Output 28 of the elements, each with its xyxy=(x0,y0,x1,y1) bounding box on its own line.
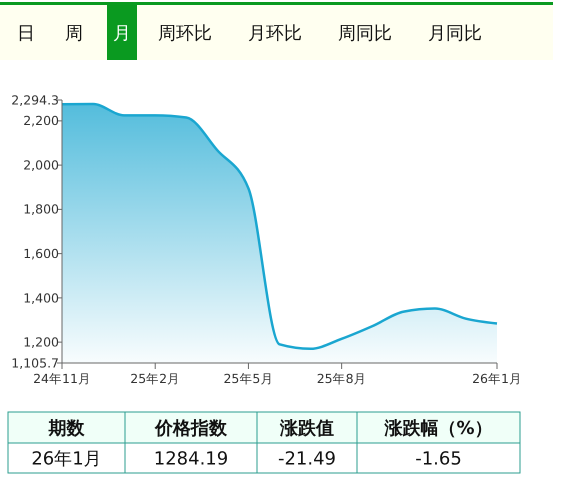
text: -21.49 xyxy=(278,448,336,470)
text: 月 xyxy=(113,23,131,44)
text: -1.65 xyxy=(415,448,462,470)
y-tick-label: 2,294.3 xyxy=(11,92,59,108)
y-tick-label: 2,000 xyxy=(23,157,60,172)
text: 期数 xyxy=(48,418,86,439)
y-tick-label: 2,200 xyxy=(23,113,60,128)
text: 涨跌值 xyxy=(279,418,334,439)
text: 1284.19 xyxy=(154,448,228,470)
text: 周同比 xyxy=(338,23,392,44)
x-tick-label: 25年8月 xyxy=(316,371,367,386)
text: 涨跌幅（%） xyxy=(383,418,493,439)
x-tick-label: 25年2月 xyxy=(130,371,180,386)
x-tick-label: 25年5月 xyxy=(224,371,274,386)
y-tick-label: 1,600 xyxy=(23,246,60,261)
y-tick-label: 1,200 xyxy=(23,334,60,350)
y-tick-label: 1,105.7 xyxy=(11,355,59,370)
text: 日 xyxy=(17,23,35,44)
text: 周 xyxy=(65,23,83,44)
text: 价格指数 xyxy=(154,418,228,439)
y-tick-label: 1,400 xyxy=(23,290,60,306)
text: 周环比 xyxy=(158,23,212,44)
x-tick-label: 24年11月 xyxy=(33,371,91,386)
text: 26年1月 xyxy=(31,448,102,470)
text: 月同比 xyxy=(428,23,482,44)
text: 月环比 xyxy=(248,23,302,44)
x-tick-label: 26年1月 xyxy=(472,371,522,386)
y-tick-label: 1,800 xyxy=(23,202,60,217)
